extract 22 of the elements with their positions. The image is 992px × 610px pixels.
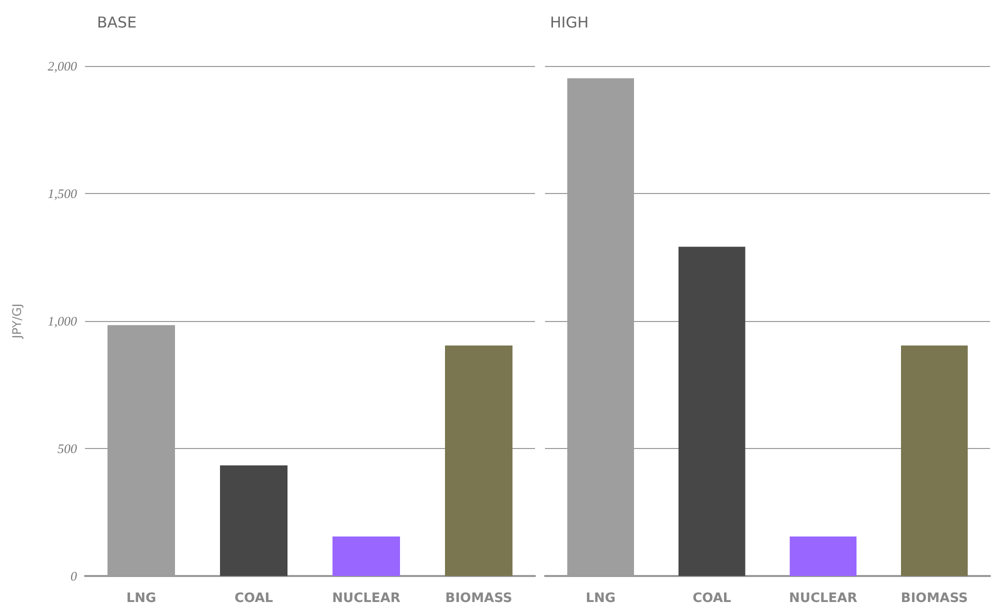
bar (332, 536, 400, 576)
y-tick-label: 1,500 (48, 186, 78, 201)
x-tick-label: BIOMASS (445, 591, 512, 606)
y-tick-label: 500 (58, 441, 78, 456)
chart-title: BASE (97, 14, 137, 32)
x-tick-label: COAL (692, 591, 732, 606)
bar (901, 345, 968, 576)
y-tick-label: 1,000 (48, 314, 78, 328)
x-tick-label: COAL (234, 591, 274, 606)
x-tick-label: LNG (126, 591, 156, 606)
y-axis-title: JPY/GJ (10, 304, 24, 340)
y-tick-label: 2,000 (48, 58, 78, 74)
bar (220, 465, 288, 576)
bar (678, 246, 746, 576)
x-tick-label: NUCLEAR (789, 591, 858, 606)
y-tick-label: 0 (70, 568, 78, 584)
bar (445, 345, 512, 576)
x-tick-label: BIOMASS (900, 591, 968, 606)
x-tick-label: NUCLEAR (332, 591, 400, 606)
bar (790, 536, 856, 576)
x-tick-label: LNG (586, 591, 616, 606)
chart-title: HIGH (550, 14, 589, 32)
